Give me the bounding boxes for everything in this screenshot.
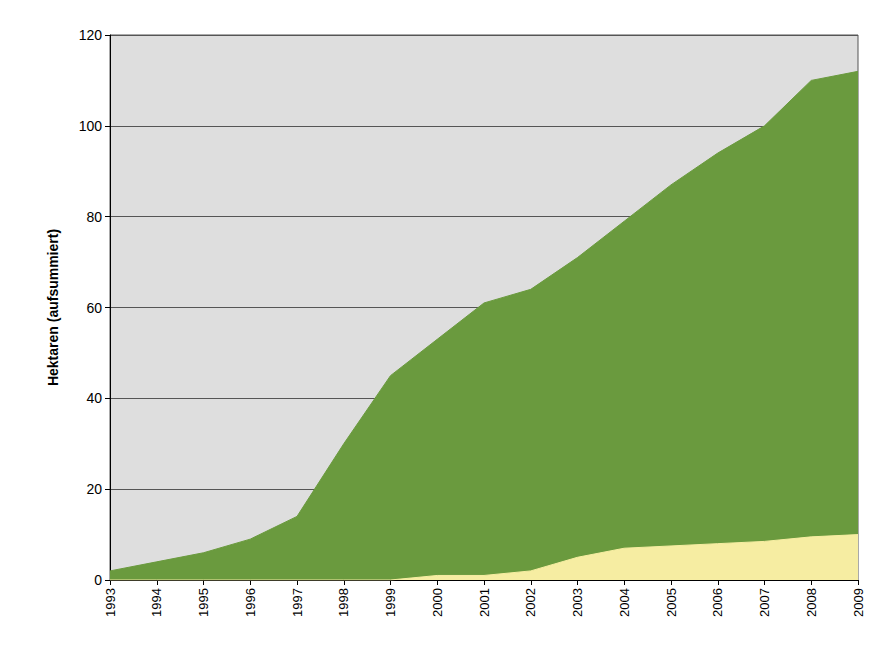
svg-text:2007: 2007 xyxy=(757,588,772,617)
svg-text:2005: 2005 xyxy=(664,588,679,617)
svg-text:1999: 1999 xyxy=(383,588,398,617)
svg-text:1993: 1993 xyxy=(103,588,118,617)
svg-text:1997: 1997 xyxy=(290,588,305,617)
svg-text:2008: 2008 xyxy=(804,588,819,617)
svg-text:1996: 1996 xyxy=(243,588,258,617)
svg-text:Hektaren (aufsummiert): Hektaren (aufsummiert) xyxy=(45,229,61,386)
svg-text:100: 100 xyxy=(79,118,103,134)
svg-text:2000: 2000 xyxy=(430,588,445,617)
svg-text:2009: 2009 xyxy=(851,588,866,617)
svg-text:120: 120 xyxy=(79,27,103,43)
svg-text:60: 60 xyxy=(86,300,102,316)
svg-text:20: 20 xyxy=(86,481,102,497)
svg-text:2003: 2003 xyxy=(570,588,585,617)
svg-text:0: 0 xyxy=(94,572,102,588)
svg-text:40: 40 xyxy=(86,390,102,406)
svg-text:2001: 2001 xyxy=(477,588,492,617)
svg-text:1994: 1994 xyxy=(149,588,164,617)
svg-text:2006: 2006 xyxy=(710,588,725,617)
svg-text:2002: 2002 xyxy=(523,588,538,617)
svg-text:2004: 2004 xyxy=(617,588,632,617)
svg-text:1995: 1995 xyxy=(196,588,211,617)
svg-text:1998: 1998 xyxy=(336,588,351,617)
svg-text:80: 80 xyxy=(86,209,102,225)
